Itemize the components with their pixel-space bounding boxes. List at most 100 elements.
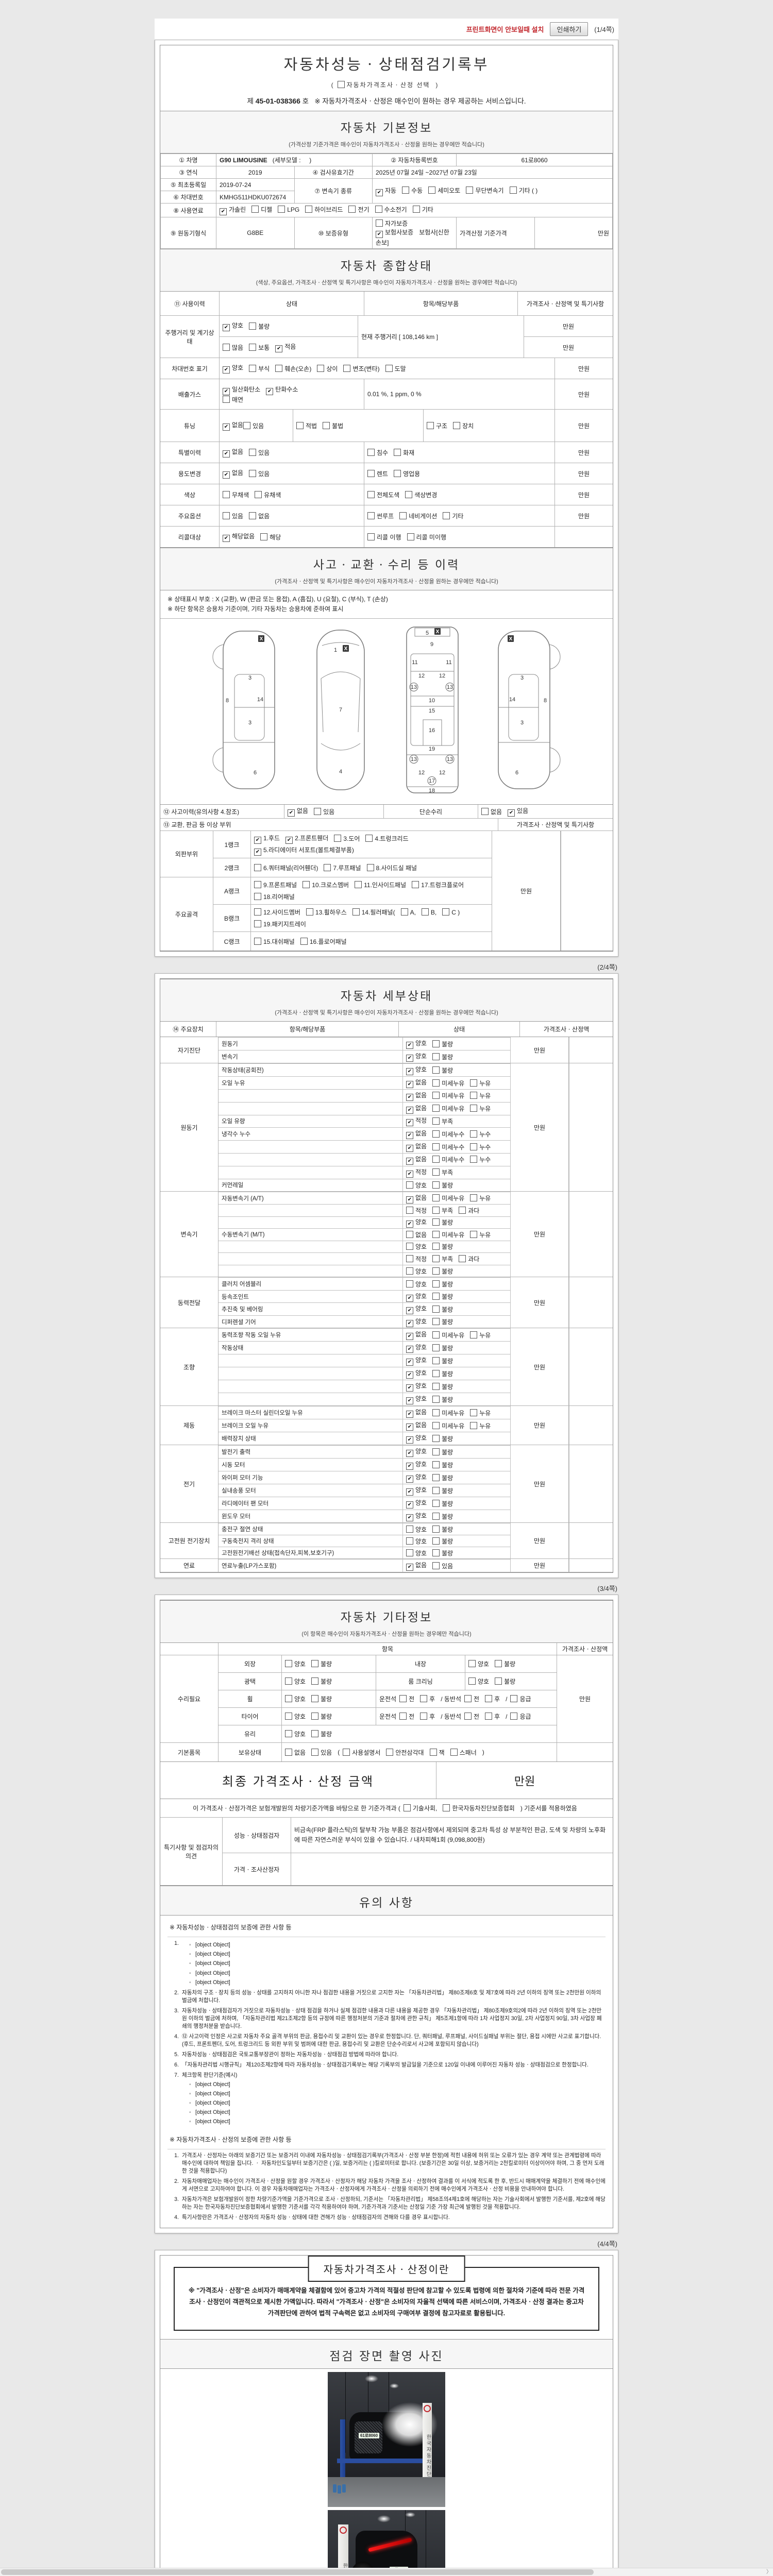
checkbox-icon[interactable] — [366, 863, 374, 871]
checkbox-option[interactable]: 19.패키지트레이 — [254, 920, 306, 928]
checkbox-icon[interactable] — [311, 1677, 319, 1685]
checkbox-icon[interactable] — [432, 1293, 440, 1300]
checkbox-icon[interactable] — [303, 881, 310, 889]
checkbox-checked-icon[interactable]: ✔ — [288, 809, 295, 817]
checkbox-option[interactable]: 6.쿼터패널(리어휀더) — [254, 863, 318, 872]
checkbox-option[interactable]: ✔ 양호 — [223, 363, 243, 374]
checkbox-option[interactable]: 전 — [464, 1694, 479, 1703]
checkbox-option[interactable]: 훼손(오손) — [275, 364, 311, 373]
checkbox-icon[interactable] — [432, 1549, 440, 1556]
checkbox-checked-icon[interactable]: ✔ — [406, 1093, 413, 1101]
checkbox-icon[interactable] — [367, 490, 375, 498]
checkbox-icon[interactable] — [355, 881, 362, 889]
checkbox-option[interactable]: 전 — [399, 1694, 414, 1703]
checkbox-option[interactable]: 불량 — [432, 1448, 453, 1456]
checkbox-option[interactable]: 불량 — [432, 1537, 453, 1546]
print-button[interactable]: 인쇄하기 — [550, 22, 589, 36]
checkbox-icon[interactable] — [285, 1730, 292, 1738]
checkbox-option[interactable]: ✔ 없음 — [406, 1155, 427, 1165]
checkbox-icon[interactable] — [470, 1092, 478, 1099]
checkbox-checked-icon[interactable]: ✔ — [406, 1436, 413, 1444]
checkbox-icon[interactable] — [386, 1748, 394, 1756]
checkbox-checked-icon[interactable]: ✔ — [406, 1397, 413, 1405]
checkbox-icon[interactable] — [323, 421, 330, 429]
checkbox-option[interactable]: ✔ 탄화수소 — [266, 386, 298, 395]
checkbox-icon[interactable] — [432, 1218, 440, 1226]
checkbox-checked-icon[interactable]: ✔ — [406, 1055, 413, 1062]
checkbox-option[interactable]: 적정 — [406, 1255, 427, 1263]
checkbox-icon[interactable] — [223, 512, 230, 519]
checkbox-option[interactable]: 해당 — [260, 533, 281, 541]
checkbox-icon[interactable] — [432, 1331, 440, 1338]
checkbox-option[interactable]: 기술사회, — [403, 1804, 437, 1812]
checkbox-icon[interactable] — [495, 1677, 502, 1685]
checkbox-checked-icon[interactable]: ✔ — [254, 836, 261, 844]
checkbox-checked-icon[interactable]: ✔ — [223, 423, 230, 431]
checkbox-icon[interactable] — [254, 863, 261, 871]
checkbox-checked-icon[interactable]: ✔ — [406, 1196, 413, 1204]
checkbox-checked-icon[interactable]: ✔ — [223, 450, 230, 457]
checkbox-icon[interactable] — [412, 881, 419, 889]
checkbox-option[interactable]: 누수 — [470, 1143, 491, 1151]
checkbox-option[interactable]: 불량 — [432, 1344, 453, 1352]
checkbox-option[interactable]: 불량 — [311, 1730, 332, 1738]
checkbox-option[interactable]: 부식 — [249, 364, 270, 373]
checkbox-option[interactable]: 불량 — [432, 1267, 453, 1276]
checkbox-option[interactable]: 안전삼각대 — [386, 1748, 424, 1757]
checkbox-icon[interactable] — [223, 395, 230, 403]
checkbox-icon[interactable] — [468, 1660, 476, 1668]
checkbox-option[interactable]: 10.크로스멤버 — [303, 880, 349, 889]
checkbox-option[interactable]: 하이브리드 — [305, 206, 343, 213]
checkbox-option[interactable]: ✔ 양호 — [406, 1292, 427, 1302]
checkbox-icon[interactable] — [296, 421, 304, 429]
checkbox-icon[interactable] — [443, 512, 450, 519]
checkbox-icon[interactable] — [402, 186, 410, 194]
checkbox-icon[interactable] — [459, 1255, 466, 1263]
checkbox-checked-icon[interactable]: ✔ — [406, 1423, 413, 1431]
checkbox-option[interactable]: 기타 — [412, 206, 433, 213]
checkbox-icon[interactable] — [466, 186, 474, 194]
checkbox-option[interactable]: ✔ 양호 — [406, 1217, 427, 1228]
checkbox-option[interactable]: 있음 — [311, 1748, 332, 1757]
checkbox-option[interactable]: 11.인사이드패널 — [355, 880, 406, 889]
checkbox-icon[interactable] — [420, 1695, 428, 1703]
checkbox-option[interactable]: 기타 — [443, 512, 463, 520]
checkbox-icon[interactable] — [275, 364, 283, 372]
checkbox-option[interactable]: 구조 — [427, 421, 447, 430]
checkbox-icon[interactable] — [407, 533, 414, 540]
horizontal-scrollbar[interactable]: 〉 — [0, 2568, 773, 2576]
checkbox-option[interactable]: 불량 — [432, 1461, 453, 1469]
checkbox-icon[interactable] — [481, 807, 489, 815]
checkbox-option[interactable]: 후 — [485, 1712, 500, 1721]
checkbox-option[interactable]: ✔ 없음 — [406, 1104, 427, 1114]
checkbox-option[interactable]: 불량 — [432, 1040, 453, 1048]
checkbox-icon[interactable] — [464, 1695, 472, 1703]
checkbox-option[interactable]: 16.플로어패널 — [300, 937, 347, 946]
checkbox-checked-icon[interactable]: ✔ — [406, 1042, 413, 1049]
checkbox-option[interactable]: 불량 — [432, 1499, 453, 1508]
checkbox-option[interactable]: 13.휠하우스 — [306, 908, 347, 917]
checkbox-option[interactable]: ✔ 적정 — [406, 1167, 427, 1178]
checkbox-icon[interactable] — [427, 421, 434, 429]
checkbox-icon[interactable] — [485, 1713, 493, 1720]
checkbox-icon[interactable] — [400, 908, 408, 916]
checkbox-checked-icon[interactable]: ✔ — [406, 1450, 413, 1458]
checkbox-icon[interactable] — [509, 186, 517, 194]
checkbox-option[interactable]: 미세누유 — [432, 1230, 464, 1239]
checkbox-icon[interactable] — [432, 1255, 440, 1263]
checkbox-option[interactable]: ✔ 양호 — [406, 1052, 427, 1062]
checkbox-option[interactable]: ✔ 양호 — [223, 321, 243, 331]
checkbox-option[interactable]: 7.루프패널 — [324, 863, 361, 872]
checkbox-checked-icon[interactable]: ✔ — [406, 1514, 413, 1522]
checkbox-icon[interactable] — [432, 1181, 440, 1189]
checkbox-option[interactable]: ✔ 1.후드 — [254, 834, 280, 844]
checkbox-icon[interactable] — [251, 206, 259, 213]
checkbox-icon[interactable] — [285, 1695, 292, 1703]
checkbox-icon[interactable] — [260, 533, 268, 540]
checkbox-option[interactable]: 양호 — [406, 1525, 427, 1534]
checkbox-option[interactable]: ✔ 없음 — [406, 1561, 427, 1571]
checkbox-icon[interactable] — [324, 863, 331, 871]
checkbox-option[interactable]: ✔ 양호 — [406, 1343, 427, 1353]
checkbox-option[interactable]: 불량 — [432, 1434, 453, 1443]
checkbox-icon[interactable] — [223, 343, 230, 351]
